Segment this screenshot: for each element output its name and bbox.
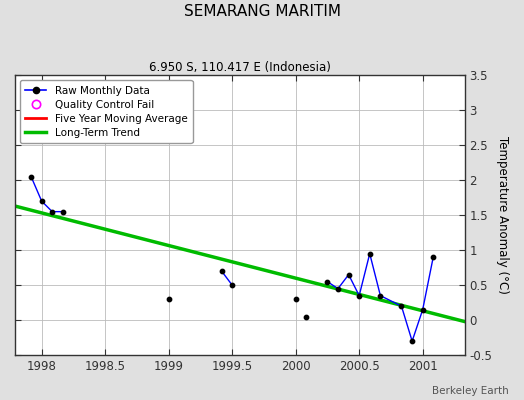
Point [165,296,173,302]
Point [302,314,310,320]
Point [323,278,332,285]
Legend: Raw Monthly Data, Quality Control Fail, Five Year Moving Average, Long-Term Tren: Raw Monthly Data, Quality Control Fail, … [20,80,192,143]
Text: Berkeley Earth: Berkeley Earth [432,386,508,396]
Point [397,303,406,309]
Point [355,292,363,299]
Point [228,282,236,288]
Point [344,272,353,278]
Point [366,250,374,257]
Point [27,174,35,180]
Point [376,292,385,299]
Title: 6.950 S, 110.417 E (Indonesia): 6.950 S, 110.417 E (Indonesia) [149,61,331,74]
Point [408,338,417,344]
Point [217,268,226,274]
Point [291,296,300,302]
Point [419,306,427,313]
Point [59,208,67,215]
Y-axis label: Temperature Anomaly (°C): Temperature Anomaly (°C) [496,136,509,294]
Point [38,198,46,204]
Text: SEMARANG MARITIM: SEMARANG MARITIM [183,4,341,19]
Point [429,254,438,260]
Point [48,208,57,215]
Point [334,286,342,292]
